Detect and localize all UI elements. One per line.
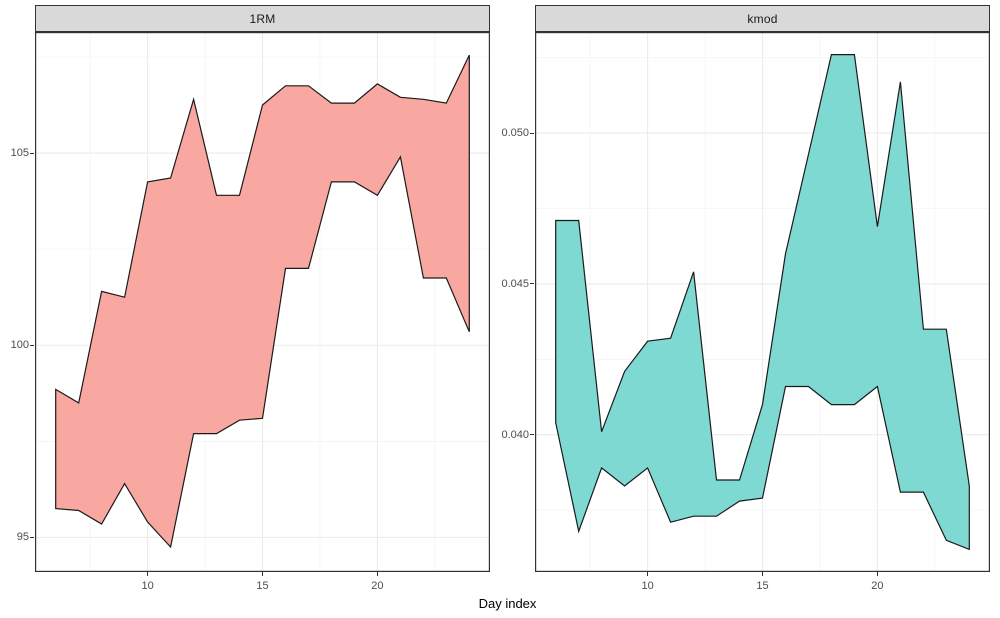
y-tick-label: 95 [16,531,29,544]
x-tick-mark [376,572,378,576]
ribbon-1rm [55,54,470,549]
y-tick-mark [30,536,34,538]
y-tick-label: 0.050 [501,127,529,140]
y-tick-label: 0.040 [501,428,529,441]
panel-kmod [535,32,990,572]
x-tick-label: 15 [756,580,769,592]
y-tick-mark [530,132,534,134]
y-tick-label: 0.045 [501,277,529,290]
x-tick-mark [147,572,149,576]
y-tick-mark [30,344,34,346]
x-tick-label: 15 [256,580,269,592]
facet-strip-1rm: 1RM [35,5,490,32]
panel-border [35,32,490,572]
x-tick-mark [647,572,649,576]
panel-1rm [35,32,490,572]
x-tick-mark [262,572,263,576]
ribbon-kmod [555,54,970,551]
facet-title-kmod: kmod [747,11,778,26]
x-tick-label: 20 [871,580,884,592]
y-tick-label: 105 [10,147,29,160]
facet-strip-kmod: kmod [535,5,990,32]
x-tick-label: 20 [371,580,384,592]
y-tick-mark [30,152,34,154]
x-tick-label: 10 [141,580,154,592]
x-tick-mark [762,572,763,576]
facet-title-1rm: 1RM [249,11,276,26]
y-tick-mark [530,434,534,436]
panel-border [535,32,990,572]
x-tick-mark [876,572,878,576]
x-tick-label: 10 [641,580,654,592]
y-tick-label: 100 [10,339,29,352]
y-tick-mark [530,283,534,285]
x-axis-title: Day index [478,596,537,611]
